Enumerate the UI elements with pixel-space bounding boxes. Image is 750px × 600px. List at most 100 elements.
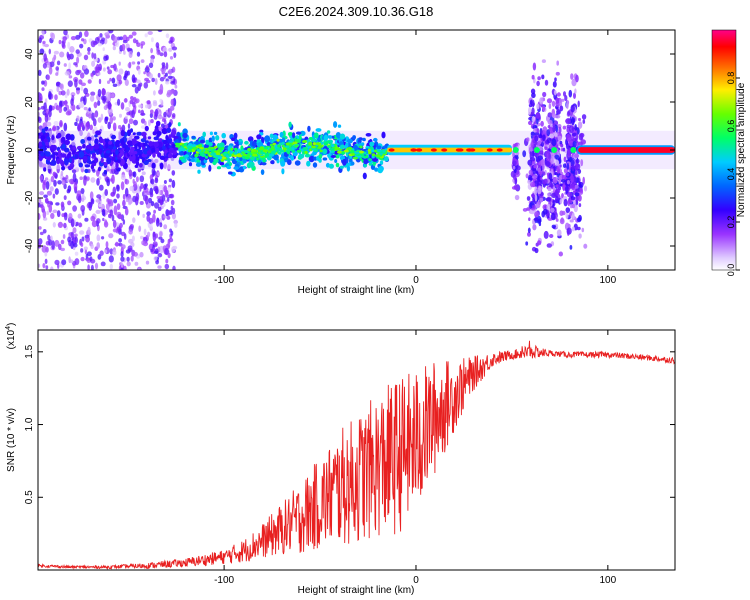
spectral-point [55,72,59,76]
spectral-point [44,197,49,203]
spectral-point [86,251,92,257]
spectral-point [362,172,367,180]
spectral-point [137,267,141,270]
spectral-point [74,154,79,159]
spectral-point [322,157,328,161]
spectral-point [582,176,585,185]
spectral-point [574,124,577,131]
spectral-point [551,125,556,133]
spectral-point [571,203,575,209]
spectral-point [260,151,266,155]
spectral-point [561,98,565,102]
spectral-point [542,91,547,98]
spectral-peak [551,147,558,153]
spectral-point [161,62,166,67]
spectral-point [231,137,236,141]
spectral-point [368,151,372,155]
spectral-point [202,131,206,138]
spectral-point [261,162,267,166]
spectral-point [270,160,275,165]
snr-multiplier-close: ) [6,323,17,326]
spectral-point [123,75,127,81]
spectral-point [72,150,76,155]
spectral-point [67,200,72,206]
spectral-point [120,181,125,191]
spectral-point [246,153,251,157]
spectral-point [124,179,130,185]
spectral-point [536,80,540,87]
spectral-point [150,201,155,207]
spectral-point [107,121,111,130]
spectral-point [80,82,86,87]
spectral-point [137,68,141,75]
spectral-point [81,192,85,199]
spectral-point [527,232,531,237]
spectral-point [116,167,121,172]
spectral-point [54,259,60,266]
spectral-point [543,230,549,239]
spectral-point [151,147,156,154]
spectral-point [579,187,583,193]
spectral-point [167,241,171,248]
snr-plot-area [38,330,675,570]
spectral-point [83,176,87,186]
spectral-point [60,90,66,96]
spectral-point [286,148,292,152]
spectral-point [207,146,212,150]
spectral-point [335,132,341,139]
spectral-point [578,133,583,141]
spectral-point [558,186,562,191]
spectral-point [60,170,64,177]
spectral-point [38,37,42,44]
spectral-point [133,151,138,155]
spectral-point [298,153,305,159]
spectral-point [567,199,571,207]
spectral-point [88,202,92,211]
spectral-point [137,61,141,65]
spectral-point [281,168,285,175]
spectral-point [170,199,175,206]
spectral-point [145,104,149,109]
spectral-point [126,111,131,116]
spectral-point [96,149,100,155]
spectral-peak [441,148,448,152]
spectral-point [546,243,552,248]
spectral-point [80,72,85,79]
spectral-point [112,116,116,121]
spectral-point [542,134,546,142]
spectral-point [217,156,222,160]
spectral-point [133,181,137,188]
spectral-point [46,121,52,127]
spectral-point [157,206,162,211]
spectral-point [558,126,562,134]
spectral-point [54,94,58,101]
spectral-point [532,205,535,209]
spectral-point [104,32,110,37]
spectral-point [143,71,146,75]
spectral-point [361,142,365,146]
spectral-point [566,101,569,110]
spectral-point [150,223,153,230]
spectrogram-y-ticks: -40 -20 0 20 40 [24,48,675,253]
spectral-point [130,255,134,262]
spectral-point [158,189,161,196]
spectral-point [367,148,371,152]
spectral-point [107,100,112,110]
spectral-point [191,144,197,148]
spectral-point [80,139,86,144]
spectral-point [580,139,587,145]
spectral-point [218,147,223,151]
spectral-point [50,175,55,183]
spectral-point [112,36,118,44]
spectral-point [104,219,108,225]
spectral-point [102,59,107,65]
spectral-point [572,132,577,137]
spectral-point [541,74,545,80]
spectral-point [557,135,562,142]
spectral-point [61,259,67,266]
spectral-point [94,37,100,44]
spectral-point [120,174,126,181]
spectral-peak [570,147,577,153]
spectral-point [50,212,55,219]
